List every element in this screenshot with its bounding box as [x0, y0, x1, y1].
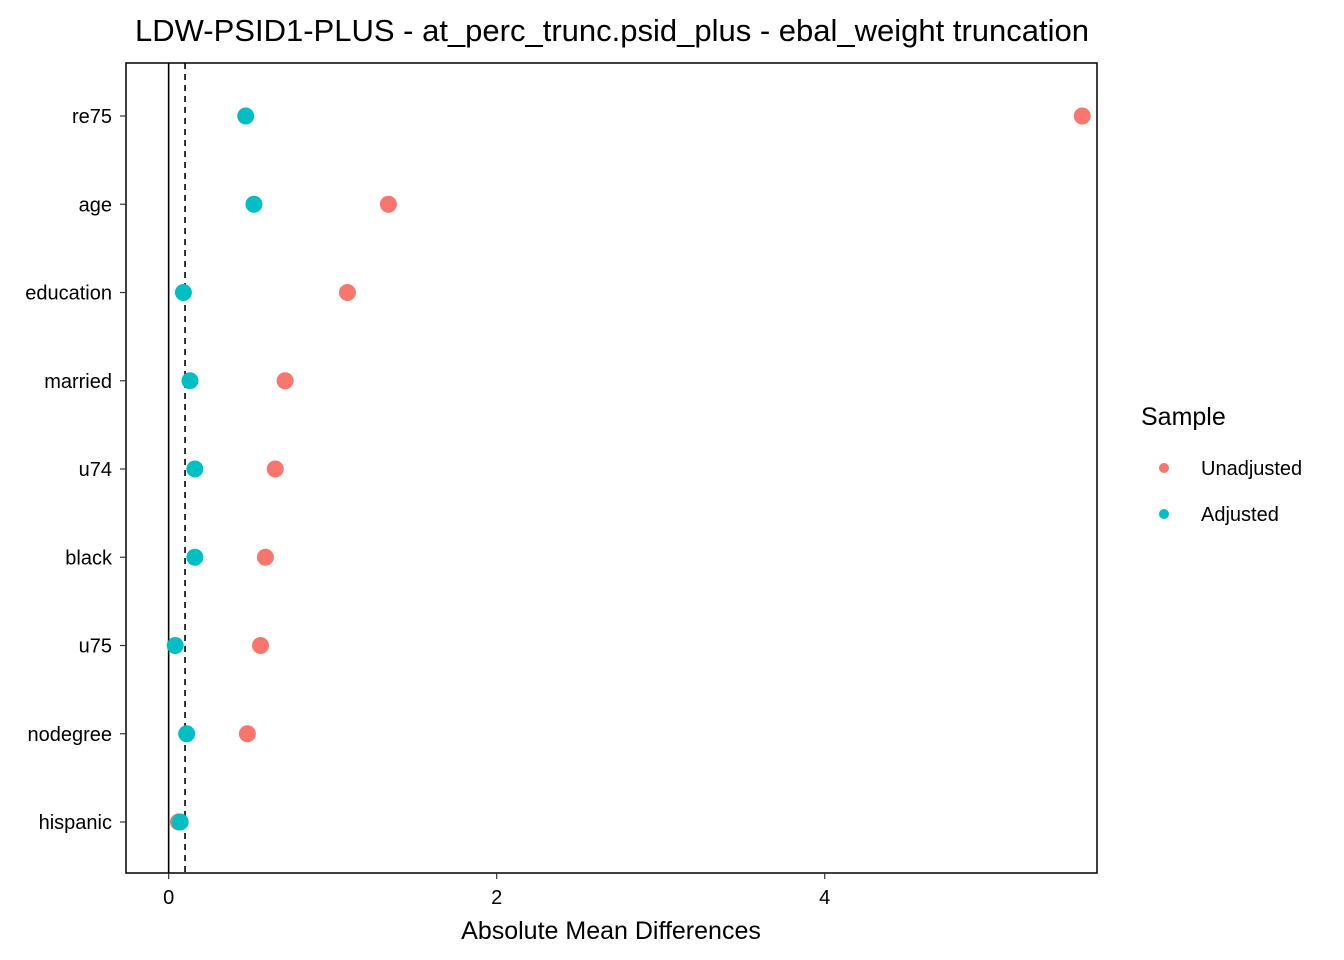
y-tick-label: u74	[79, 459, 112, 481]
y-tick-label: married	[44, 371, 112, 393]
x-tick-label: 4	[819, 887, 830, 909]
adjusted-point	[237, 107, 255, 125]
adjusted-point	[186, 460, 204, 478]
adjusted-point	[174, 284, 192, 301]
adjusted-point	[178, 725, 196, 743]
legend-unadjusted-marker	[1159, 463, 1169, 473]
y-tick-label: age	[79, 194, 112, 216]
y-axis: re75 age education married u74 black u75 nodegr…	[25, 106, 126, 834]
y-tick-label: education	[25, 283, 112, 305]
x-axis: 0 2 4	[163, 873, 830, 909]
unadjusted-point	[238, 725, 256, 743]
legend-adjusted-marker	[1159, 509, 1169, 519]
y-tick-label: nodegree	[27, 724, 112, 746]
unadjusted-point	[1073, 107, 1091, 125]
x-tick-label: 2	[491, 887, 502, 909]
unadjusted-point	[251, 637, 269, 654]
adjusted-point	[166, 637, 184, 654]
plot-panel	[125, 62, 1098, 874]
y-tick-label: hispanic	[39, 812, 112, 834]
legend: Sample Unadjusted Adjusted	[1141, 403, 1302, 526]
adjusted-point	[171, 813, 189, 831]
adjusted-point	[245, 195, 263, 213]
legend-unadjusted-label: Unadjusted	[1201, 458, 1302, 480]
legend-adjusted-label: Adjusted	[1201, 504, 1279, 526]
x-axis-title: Absolute Mean Differences	[461, 917, 761, 945]
unadjusted-point	[338, 284, 356, 301]
unadjusted-point	[256, 548, 274, 566]
unadjusted-point	[276, 372, 294, 390]
x-tick-label: 0	[163, 887, 174, 909]
y-tick-label: black	[65, 547, 113, 569]
adjusted-point	[186, 548, 204, 566]
data-points	[166, 107, 1091, 831]
chart-title: LDW-PSID1-PLUS - at_perc_trunc.psid_plus…	[135, 13, 1089, 48]
unadjusted-point	[379, 195, 397, 213]
legend-title: Sample	[1141, 403, 1226, 431]
y-tick-label: re75	[72, 106, 112, 128]
adjusted-point	[181, 372, 199, 390]
unadjusted-point	[266, 460, 284, 478]
y-tick-label: u75	[79, 636, 112, 658]
